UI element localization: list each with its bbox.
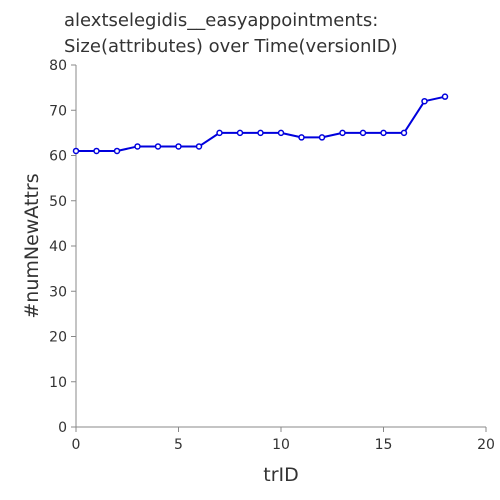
data-point bbox=[400, 129, 408, 137]
chart-title: alextselegidis__easyappointments: Size(a… bbox=[64, 10, 398, 57]
x-tick-label: 20 bbox=[477, 437, 495, 453]
axes bbox=[71, 64, 487, 432]
y-axis-title: #numNewAttrs bbox=[21, 173, 43, 318]
y-tick-label: 10 bbox=[49, 375, 67, 391]
y-tick-label: 80 bbox=[49, 58, 67, 74]
data-point bbox=[93, 147, 100, 155]
y-tick-label: 0 bbox=[58, 420, 67, 436]
x-tick-label: 10 bbox=[272, 437, 290, 453]
data-point bbox=[277, 129, 285, 137]
data-point bbox=[154, 143, 162, 150]
data-point bbox=[195, 143, 203, 150]
y-tick-label: 40 bbox=[49, 239, 67, 255]
x-tick-label: 15 bbox=[375, 437, 393, 453]
x-tick-label: 5 bbox=[174, 437, 183, 453]
data-point bbox=[134, 143, 141, 150]
data-point bbox=[318, 134, 326, 141]
chart-title-line-2: Size(attributes) over Time(versionID) bbox=[64, 36, 398, 57]
series-line bbox=[76, 95, 446, 152]
data-point bbox=[298, 134, 305, 141]
data-point bbox=[257, 129, 264, 137]
data-point bbox=[175, 143, 182, 150]
x-tick-label: 0 bbox=[72, 437, 81, 453]
data-point bbox=[380, 129, 387, 137]
data-point bbox=[339, 129, 346, 137]
y-tick-label: 60 bbox=[49, 149, 67, 165]
data-point bbox=[72, 147, 80, 155]
data-point bbox=[421, 97, 428, 105]
y-tick-label: 70 bbox=[49, 103, 67, 119]
y-tick-label: 20 bbox=[49, 330, 67, 346]
tick-labels: 0 10 20 30 40 50 60 70 80 0 5 10 15 20 bbox=[49, 58, 495, 453]
data-point bbox=[236, 129, 244, 137]
x-axis-title: trID bbox=[263, 464, 299, 486]
y-tick-label: 50 bbox=[49, 194, 67, 210]
data-point bbox=[441, 93, 449, 100]
data-point bbox=[113, 147, 121, 155]
data-point bbox=[359, 129, 367, 137]
y-tick-label: 30 bbox=[49, 284, 67, 300]
data-point bbox=[216, 129, 223, 137]
chart-title-line-1: alextselegidis__easyappointments: bbox=[64, 10, 378, 31]
series bbox=[72, 93, 449, 155]
